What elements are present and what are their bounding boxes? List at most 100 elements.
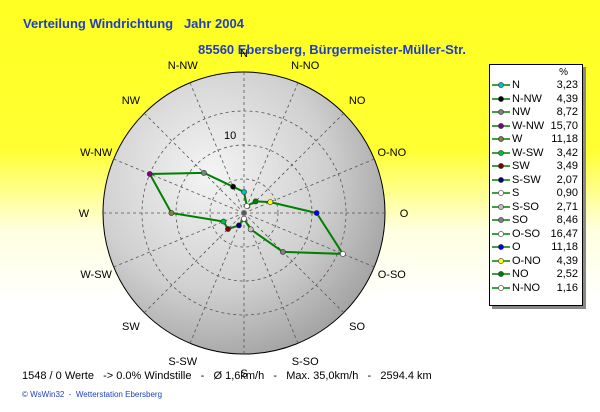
legend-row-o-no: O-NO 4,39 [490,255,582,268]
legend-swatch-sw [492,163,510,169]
legend-swatch-w [492,136,510,142]
direction-label-n: N [240,48,248,60]
legend-label: S [512,187,520,199]
legend-label: O-NO [512,254,541,267]
data-point-sw [225,226,231,232]
legend-value: 16,47 [550,227,578,240]
direction-label-so: SO [349,321,365,333]
legend-swatch-w-sw [492,149,510,156]
data-point-nw [200,169,207,176]
legend-value: 3,42 [556,146,578,159]
footer-credit: © WsWin32 - Wetterstation Ebersberg [22,390,163,399]
legend-label: O [512,241,521,253]
ring-label-10: 10 [224,130,236,142]
legend-label: N [512,79,520,91]
legend-row-w: W 11,18 [490,133,582,146]
legend-swatch-n [492,82,510,88]
legend-row-s-so: S-SO 2,71 [490,201,582,214]
legend-label: SO [512,214,528,226]
direction-label-nw: NW [122,95,141,107]
legend-row-o-so: O-SO 16,47 [490,228,582,241]
legend-label: W-SW [512,146,544,159]
station-subtitle: 85560 Ebersberg, Bürgermeister-Müller-St… [198,42,467,57]
direction-label-o-no: O-NO [377,147,406,159]
legend-value: 15,70 [550,119,578,132]
legend-swatch-o-no [492,257,510,264]
data-point-w-sw [220,218,227,225]
direction-label-w: W [79,208,90,220]
legend-swatch-s-so [492,203,510,210]
legend-value: 0,90 [556,187,578,199]
legend-label: S-SO [512,200,539,213]
legend-label: N-NO [512,281,541,294]
legend-row-nw: NW 8,72 [490,106,582,119]
legend-value: 3,23 [556,79,578,91]
data-point-s [241,215,247,222]
data-point-s-so [247,226,254,233]
legend-swatch-so [492,217,510,223]
data-point-so [279,248,286,255]
data-point-n [241,189,247,195]
legend-label: S-SW [512,173,541,186]
legend-label: N-NW [512,92,542,105]
legend-value: 2,52 [556,268,578,280]
legend: % N 3,23 N-NW 4,39 NW 8,72 W-NW 15,70 W 11,18 W-SW… [489,64,583,306]
direction-label-n-nw: N-NW [168,60,199,72]
legend-row-n-no: N-NO 1,16 [490,282,582,295]
data-point-n-nw [230,183,236,190]
legend-row-no: NO 2,52 [490,268,582,281]
direction-label-n-no: N-NO [291,60,320,72]
data-point-s-sw [235,222,242,229]
legend-row-w-nw: W-NW 15,70 [490,120,582,133]
legend-row-n: N 3,23 [490,79,582,92]
data-point-o-no [267,199,274,205]
legend-swatch-no [492,271,510,277]
legend-value: 2,71 [556,200,578,213]
direction-label-s-so: S-SO [292,356,319,368]
legend-swatch-n-no [492,284,510,291]
direction-label-no: NO [349,95,366,107]
legend-label: NW [512,106,531,118]
direction-label-sw: SW [122,321,140,333]
legend-value: 2,07 [556,173,578,186]
legend-row-s: S 0,90 [490,187,582,200]
legend-value: 8,46 [556,214,578,226]
legend-value: 11,18 [551,133,578,145]
legend-label: W-NW [512,119,545,132]
direction-label-w-nw: W-NW [80,147,113,159]
legend-row-o: O 11,18 [490,241,582,254]
legend-swatch-nw [492,109,510,115]
legend-label: W [512,133,523,145]
direction-label-s: S [240,368,247,380]
legend-value: 11,18 [551,241,578,253]
legend-label: SW [512,160,530,172]
chart-title: Verteilung Windrichtung Jahr 2004 [23,16,244,31]
legend-unit: % [559,67,568,78]
data-point-w [168,210,175,216]
direction-label-o-so: O-SO [378,269,407,281]
direction-label-s-sw: S-SW [168,356,197,368]
data-point-no [252,198,259,205]
legend-value: 3,49 [556,160,578,172]
direction-label-o: O [400,208,409,220]
legend-swatch-s [492,190,510,196]
data-point-o [313,210,320,216]
legend-row-s-sw: S-SW 2,07 [490,174,582,187]
data-point-o-so [339,250,346,257]
data-point-w-nw [146,171,153,177]
stats-line: 1548 / 0 Werte -> 0.0% Windstille - Ø 1,… [22,370,432,382]
legend-label: O-SO [512,227,541,240]
legend-swatch-w-nw [492,122,510,129]
data-point-n-no [243,203,250,209]
legend-swatch-o [492,244,510,250]
legend-row-so: SO 8,46 [490,214,582,227]
legend-value: 4,39 [556,254,578,267]
legend-swatch-s-sw [492,176,510,183]
legend-value: 8,72 [556,106,578,118]
legend-value: 1,16 [556,281,578,294]
legend-label: NO [512,268,529,280]
legend-value: 4,39 [556,92,578,105]
direction-label-w-sw: W-SW [80,269,112,281]
